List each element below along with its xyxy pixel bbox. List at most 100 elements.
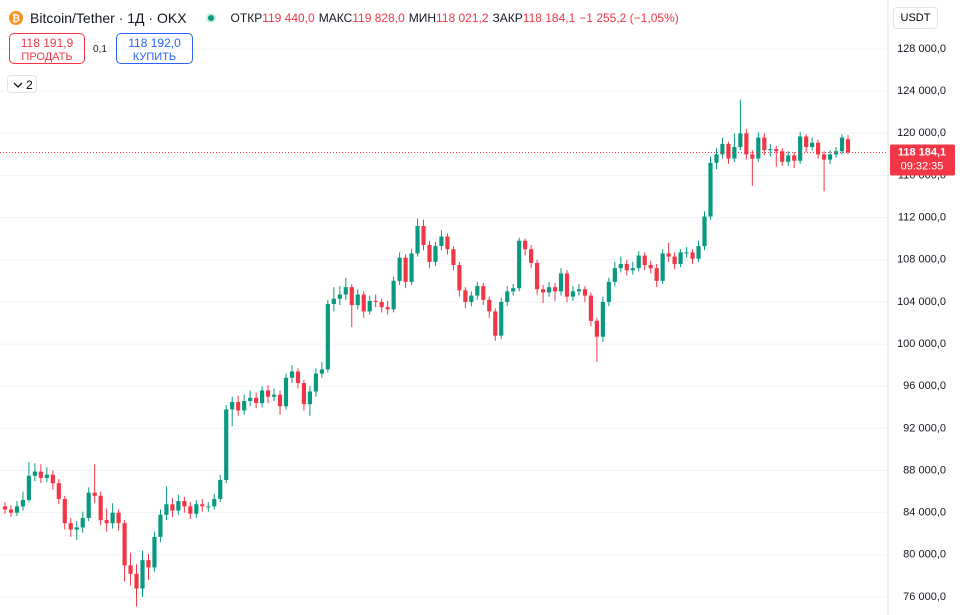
candle-body <box>451 249 456 266</box>
candle-body <box>810 142 815 148</box>
candle-body <box>726 143 731 159</box>
candle-body <box>439 236 444 247</box>
candle-body <box>236 402 241 411</box>
open-value: 119 440,0 <box>262 11 315 25</box>
candle-body <box>313 373 318 392</box>
candle-body <box>642 255 647 266</box>
low-value: 118 021,2 <box>436 11 489 25</box>
candle-body <box>558 273 564 292</box>
y-tick-label: 88 000,0 <box>903 464 946 476</box>
candle-body <box>804 136 809 148</box>
y-tick-label: 76 000,0 <box>903 591 946 603</box>
candle-body <box>636 255 641 269</box>
candle-body <box>564 273 570 297</box>
candle-body <box>433 246 438 262</box>
candle-body <box>26 475 32 501</box>
candle-body <box>218 480 223 499</box>
candle-body <box>457 265 462 291</box>
candle-body <box>529 249 534 263</box>
currency-button[interactable]: USDT <box>893 7 938 29</box>
candle-body <box>74 527 79 530</box>
candle-body <box>32 471 37 476</box>
symbol: Bitcoin/Tether · 1Д · OKX <box>30 10 187 26</box>
indicators-toggle[interactable]: 2 <box>7 75 37 93</box>
candle-body <box>331 298 336 305</box>
candle-body <box>839 137 845 152</box>
candle-body <box>164 504 169 515</box>
candle-body <box>660 253 665 281</box>
candle-body <box>325 304 330 370</box>
candle-body <box>606 281 611 302</box>
open-label: ОТКР <box>230 11 263 25</box>
candle-body <box>385 307 390 310</box>
candle-body <box>373 300 378 302</box>
candle-body <box>80 517 85 528</box>
candle-body <box>445 236 450 250</box>
candle-body <box>845 139 851 153</box>
candle-body <box>415 226 420 254</box>
candle-body <box>248 397 253 401</box>
y-tick-label: 128 000,0 <box>897 43 946 55</box>
candle-body <box>762 137 767 151</box>
candle-body <box>582 289 588 296</box>
countdown: 09:32:35 <box>901 160 944 172</box>
candle-body <box>630 268 635 271</box>
sell-label: ПРОДАТЬ <box>21 51 73 63</box>
candle-body <box>206 506 211 508</box>
sell-price: 118 191,9 <box>20 36 74 50</box>
candle-body <box>624 263 629 271</box>
candle-body <box>110 512 115 524</box>
candle-body <box>20 500 26 507</box>
candle-body <box>140 560 145 589</box>
candle-body <box>355 294 360 306</box>
buy-label: КУПИТЬ <box>132 51 177 63</box>
candle-body <box>337 294 342 299</box>
candle-body <box>594 320 599 337</box>
candle-body <box>786 155 791 162</box>
candle-body <box>277 394 283 407</box>
candle-body <box>833 151 839 155</box>
candle-body <box>756 137 761 159</box>
candle-body <box>702 216 707 247</box>
candle-body <box>732 147 737 159</box>
coin-icon: ₿ <box>9 11 23 25</box>
candle-body <box>397 257 402 281</box>
close-label: ЗАКР <box>492 11 523 25</box>
candle-body <box>158 514 163 537</box>
candle-body <box>588 295 594 321</box>
candle-body <box>212 498 217 507</box>
candle-body <box>827 154 833 160</box>
candle-body <box>421 226 426 246</box>
candle-body <box>68 523 73 530</box>
candle-body <box>259 390 265 404</box>
candle-body <box>188 506 193 514</box>
buy-button[interactable]: 118 192,0 КУПИТЬ <box>116 33 193 64</box>
last-price-tag <box>890 144 955 176</box>
svg-text:₿: ₿ <box>12 13 20 25</box>
y-tick-label: 104 000,0 <box>897 296 946 308</box>
candle-body <box>744 133 749 155</box>
candle-body <box>98 495 103 521</box>
candle-body <box>690 252 695 259</box>
candle-body <box>672 256 677 264</box>
candle-body <box>349 287 354 306</box>
candle-body <box>576 289 582 292</box>
candle-body <box>469 295 474 302</box>
candle-body <box>146 560 151 568</box>
candle-body <box>176 501 181 511</box>
candle-body <box>540 289 546 293</box>
candle-body <box>481 286 486 300</box>
sell-button[interactable]: 118 191,9 ПРОДАТЬ <box>9 33 85 64</box>
candle-body <box>128 565 133 574</box>
indicators-count: 2 <box>26 78 33 92</box>
candle-body <box>265 390 271 397</box>
candle-body <box>696 246 701 259</box>
candle-body <box>242 400 247 411</box>
header: ₿ Bitcoin/Tether · 1Д · OKX ОТКР 119 440,… <box>8 9 683 27</box>
candle-body <box>780 151 785 162</box>
candle-body <box>367 300 372 312</box>
candle-body <box>463 290 468 302</box>
last-price-label: 118 184,1 <box>898 146 946 158</box>
